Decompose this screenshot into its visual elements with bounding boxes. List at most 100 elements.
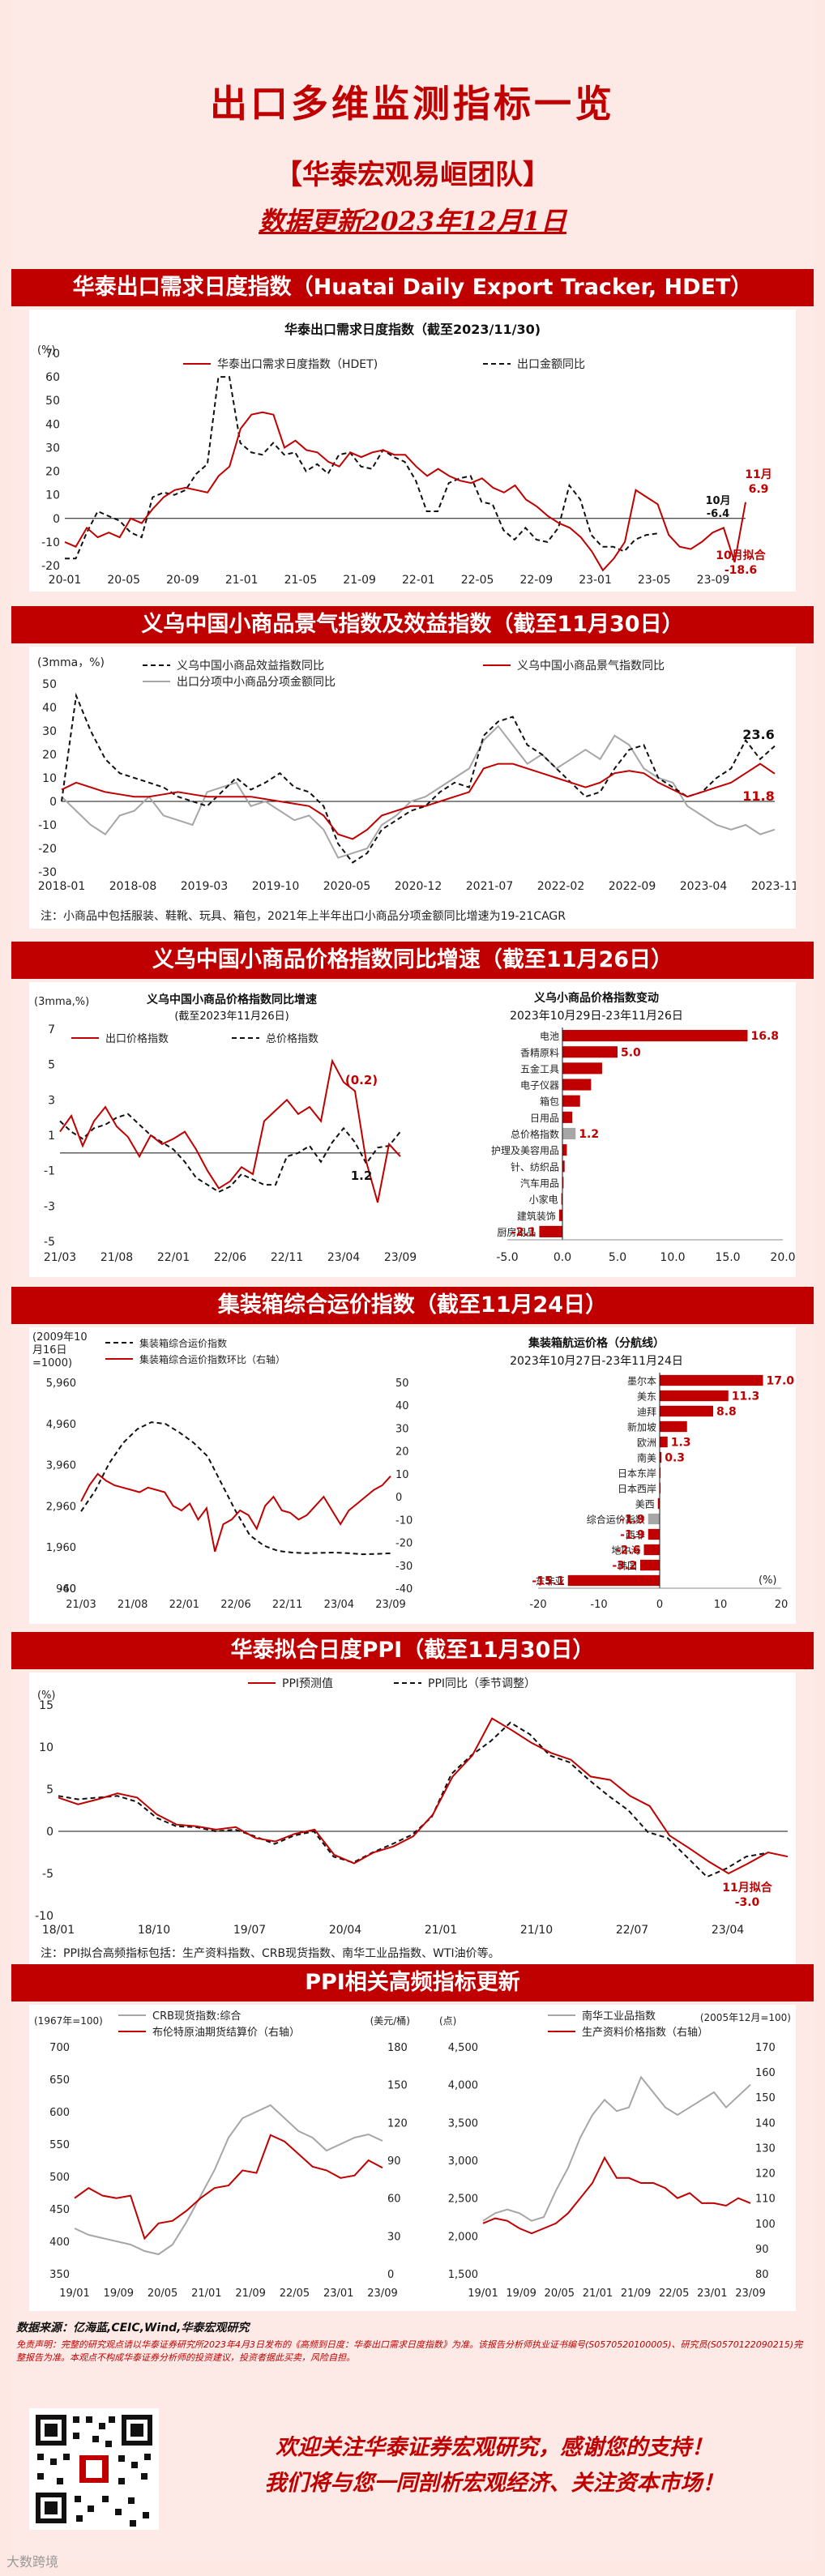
ppi-y-tick: -5 — [42, 1868, 53, 1881]
nanhua-x-tick: 19/09 — [506, 2288, 536, 2300]
price-x-tick: 21/03 — [44, 1251, 76, 1264]
price-y-tick: -3 — [44, 1200, 55, 1213]
ppi-x-tick: 19/07 — [233, 1924, 266, 1937]
price-bar-bar — [562, 1160, 565, 1173]
hdet-x-tick: 21-05 — [284, 574, 318, 587]
cont-right-y-tick: 10 — [395, 1469, 409, 1481]
cont-right-y-tick: 30 — [395, 1423, 409, 1435]
cont-series-0-line — [80, 1421, 391, 1556]
cont-left-y-tick: 2,960 — [46, 1501, 76, 1513]
crb-unit-left: (1967年=100) — [34, 2015, 103, 2027]
hdet-annotation: -18.6 — [725, 564, 757, 577]
price-y-tick: 3 — [48, 1094, 55, 1107]
nanhua-x-tick: 23/01 — [697, 2288, 727, 2300]
hdet-y-tick: 70 — [45, 348, 60, 361]
section-header-hdet: 华泰出口需求日度指数（Huatai Daily Export Tracker, … — [11, 269, 814, 306]
yiwu-y-tick: 50 — [42, 678, 57, 691]
price-line-subtitle: (截至2023年11月26日) — [174, 1010, 289, 1023]
cont-bar-bar — [640, 1559, 660, 1571]
hdet-annotation: 11月 — [745, 468, 772, 481]
crb-x-tick: 19/09 — [104, 2288, 134, 2300]
price-x-tick: 22/01 — [157, 1251, 190, 1264]
hdet-y-tick: 40 — [45, 418, 60, 431]
ppi-y-tick: -10 — [35, 1910, 53, 1923]
cont-x-tick: 21/03 — [66, 1599, 96, 1611]
price-b-legend-label: 总价格指数 — [266, 1032, 318, 1045]
nanhua-right-y-tick: 120 — [755, 2168, 776, 2181]
yiwu-x-tick: 2019-10 — [252, 880, 300, 893]
cont-bar-category-label: 东非亚 — [536, 1575, 565, 1587]
price-x-tick: 21/08 — [100, 1251, 133, 1264]
section-header-container: 集装箱综合运价指数（截至11月24日） — [11, 1287, 814, 1324]
yiwu-series-2-line — [61, 763, 776, 840]
cont-bar-data-label: -3.2 — [612, 1559, 637, 1572]
nanhua-right-y-tick: 130 — [755, 2142, 776, 2155]
price-bar-subtitle: 2023年10月29日-23年11月26日 — [510, 1010, 683, 1023]
yiwu-annotation: 11.8 — [742, 788, 774, 804]
crb-left-y-tick: 450 — [49, 2204, 70, 2216]
cont-bar-data-label: -15.1 — [532, 1574, 564, 1587]
cont-bar-bar — [643, 1544, 660, 1556]
yiwu-y-tick: 40 — [42, 702, 57, 715]
yiwu-y-tick: 0 — [49, 796, 57, 809]
hdet-annotation: 10月拟合 — [716, 549, 766, 562]
hdet-x-tick: 22-09 — [519, 574, 553, 587]
price-line-title: 义乌中国小商品价格指数同比增速 — [147, 993, 317, 1006]
cont-right-y-tick: 40 — [395, 1400, 409, 1412]
cont-bar-category-label: 墨尔本 — [627, 1374, 656, 1386]
price-bar-x-tick: 20.0 — [770, 1251, 795, 1264]
cont-bar-category-label: 综合运价指数 — [587, 1513, 645, 1525]
cont-bar-bar — [648, 1528, 660, 1540]
cont-b-legend-label: 集装箱综合运价指数环比（右轴） — [139, 1353, 285, 1365]
hdet-legend-label: 出口金额同比 — [517, 358, 585, 371]
nanhua-x-tick: 20/05 — [545, 2288, 575, 2300]
cont-bar-data-label: -1.9 — [620, 1528, 645, 1541]
yiwu-y-tick: 30 — [42, 725, 57, 738]
price-bar-category-label: 香精原料 — [520, 1047, 559, 1058]
yiwu-unit: (3mma，%) — [37, 656, 105, 669]
cont-bar-unit: (%) — [759, 1574, 777, 1587]
thanks-line-2: 我们将与您一同剖析宏观经济、关注资本市场！ — [264, 2471, 725, 2496]
cont-right-y-tick: -30 — [395, 1561, 412, 1573]
price-bar-category-label: 护理及美容用品 — [491, 1144, 559, 1156]
cont-bar-bar — [660, 1405, 713, 1417]
price-bar-category-label: 电子仪器 — [520, 1080, 559, 1091]
qr-code-icon — [29, 2408, 159, 2530]
price-bar-x-tick: 5.0 — [609, 1251, 626, 1264]
hdet-x-tick: 22-05 — [461, 574, 494, 587]
yiwu-x-tick: 2022-09 — [609, 880, 656, 893]
qr-code[interactable] — [29, 2408, 159, 2530]
ppi-x-tick: 21/01 — [425, 1924, 457, 1937]
cont-bar-bar — [660, 1390, 729, 1402]
hdet-y-tick: 20 — [45, 466, 60, 479]
ppi-y-tick: 5 — [46, 1784, 53, 1796]
price-bar-bar — [562, 1127, 576, 1140]
ppi-y-tick: 0 — [46, 1826, 53, 1839]
yiwu-x-tick: 2021-07 — [466, 880, 514, 893]
cont-x-tick: 22/01 — [169, 1599, 199, 1611]
yiwu-y-tick: 20 — [42, 749, 57, 762]
panel-hdet: 华泰出口需求日度指数（截至2023/11/30) (%) -20 -10 0 10 20 30… — [29, 310, 796, 592]
hdet-x-tick: 22-01 — [402, 574, 435, 587]
hdet-y-tick: 30 — [45, 442, 60, 455]
cont-right-y-tick: 0 — [395, 1492, 402, 1504]
price-bar-category-label: 厨房用品 — [497, 1226, 536, 1238]
price-bar-x-tick: 0.0 — [554, 1251, 571, 1264]
crb-x-tick: 21/09 — [235, 2288, 265, 2300]
cont-bar-bar — [657, 1497, 660, 1510]
ppi-a-legend-label: PPI预测值 — [282, 1677, 333, 1690]
ppi-series-0-line — [58, 1721, 767, 1878]
price-bar-data-label: 16.8 — [750, 1030, 779, 1043]
cont-bar-data-label: 0.3 — [665, 1451, 685, 1464]
price-bar-bar — [562, 1111, 573, 1123]
price-series-1-line — [59, 1058, 401, 1203]
price-a-legend-label: 出口价格指数 — [105, 1032, 169, 1045]
yiwu-x-tick: 2020-05 — [323, 880, 371, 893]
crb-x-tick: 23/01 — [323, 2288, 353, 2300]
cont-a-legend-label: 集装箱综合运价指数 — [139, 1337, 227, 1349]
cont-bar-x-tick: -10 — [590, 1599, 607, 1611]
crb-left-y-tick: 400 — [49, 2236, 70, 2249]
price-bar-category-label: 建筑装饰 — [517, 1210, 556, 1222]
hdet-series-1-line — [64, 411, 746, 572]
cont-bar-bar — [660, 1420, 687, 1433]
